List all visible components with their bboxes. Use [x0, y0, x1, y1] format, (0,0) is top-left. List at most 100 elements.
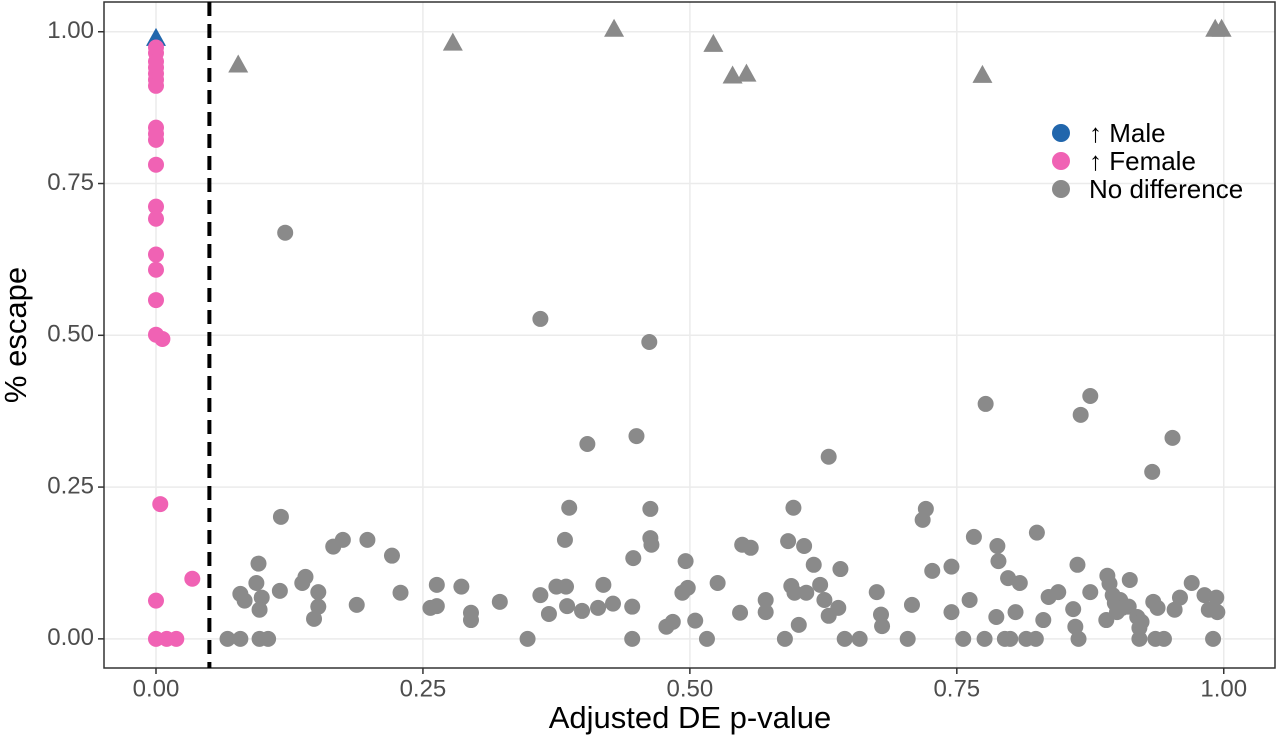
point — [1082, 388, 1099, 405]
point — [868, 584, 885, 601]
point — [624, 630, 641, 647]
point — [595, 576, 612, 593]
point — [820, 448, 837, 465]
point — [147, 77, 164, 94]
legend-label: No difference — [1089, 174, 1243, 204]
point — [1149, 599, 1166, 616]
point — [147, 246, 164, 263]
point — [491, 593, 508, 610]
point — [786, 584, 803, 601]
point — [812, 576, 829, 593]
point — [899, 630, 916, 647]
point — [736, 63, 757, 82]
point — [976, 630, 993, 647]
point — [359, 531, 376, 548]
point — [641, 333, 658, 350]
legend-marker — [1052, 180, 1070, 198]
x-tick-label: 0.25 — [400, 675, 447, 702]
plot-border — [103, 1, 1276, 669]
point — [805, 556, 822, 573]
point — [383, 547, 400, 564]
point — [988, 609, 1005, 626]
point — [836, 630, 853, 647]
point — [1164, 429, 1181, 446]
point — [1011, 575, 1028, 592]
point — [677, 553, 694, 570]
point — [703, 33, 724, 52]
point — [1007, 604, 1024, 621]
point — [924, 562, 941, 579]
point — [559, 598, 576, 615]
point — [147, 592, 164, 609]
point — [977, 395, 994, 412]
point — [154, 330, 171, 347]
point — [219, 630, 236, 647]
point — [184, 570, 201, 587]
point — [664, 613, 681, 630]
point — [1067, 618, 1084, 635]
point — [643, 536, 660, 553]
point — [250, 555, 267, 572]
point — [732, 604, 749, 621]
point — [757, 604, 774, 621]
legend-label: ↑ Female — [1089, 146, 1196, 176]
point — [561, 499, 578, 516]
point — [532, 587, 549, 604]
y-axis-title: % escape — [0, 267, 33, 403]
point — [851, 630, 868, 647]
point — [392, 584, 409, 601]
point — [306, 610, 323, 627]
point — [310, 584, 327, 601]
point — [642, 500, 659, 517]
point — [271, 582, 288, 599]
point — [625, 550, 642, 567]
point — [914, 511, 931, 528]
point — [251, 601, 268, 618]
point — [348, 596, 365, 613]
point — [1205, 630, 1222, 647]
point — [453, 578, 470, 595]
y-tick-label: 0.25 — [47, 472, 94, 499]
point — [1098, 612, 1115, 629]
point — [579, 435, 596, 452]
point — [558, 578, 575, 595]
point — [1171, 589, 1188, 606]
point — [590, 599, 607, 616]
point — [874, 618, 891, 635]
point — [1183, 575, 1200, 592]
y-tick-label: 1.00 — [47, 17, 94, 44]
point — [272, 508, 289, 525]
point — [462, 612, 479, 629]
point — [816, 592, 833, 609]
point — [709, 575, 726, 592]
point — [168, 630, 185, 647]
point — [1027, 630, 1044, 647]
point — [989, 537, 1006, 554]
point — [780, 533, 797, 550]
point — [1070, 630, 1087, 647]
point — [722, 65, 743, 84]
point — [1028, 524, 1045, 541]
point — [832, 561, 849, 578]
point — [796, 537, 813, 554]
point — [955, 630, 972, 647]
point — [1208, 589, 1225, 606]
point — [1155, 630, 1172, 647]
point — [943, 604, 960, 621]
point — [556, 531, 573, 548]
point — [785, 499, 802, 516]
point — [297, 568, 314, 585]
point — [604, 595, 621, 612]
x-tick-label: 0.50 — [667, 675, 714, 702]
point — [519, 630, 536, 647]
point — [943, 558, 960, 575]
point — [260, 630, 277, 647]
point — [757, 592, 774, 609]
point — [532, 310, 549, 327]
point — [873, 606, 890, 623]
legend-marker — [1052, 152, 1070, 170]
point — [428, 598, 445, 615]
point — [1166, 601, 1183, 618]
